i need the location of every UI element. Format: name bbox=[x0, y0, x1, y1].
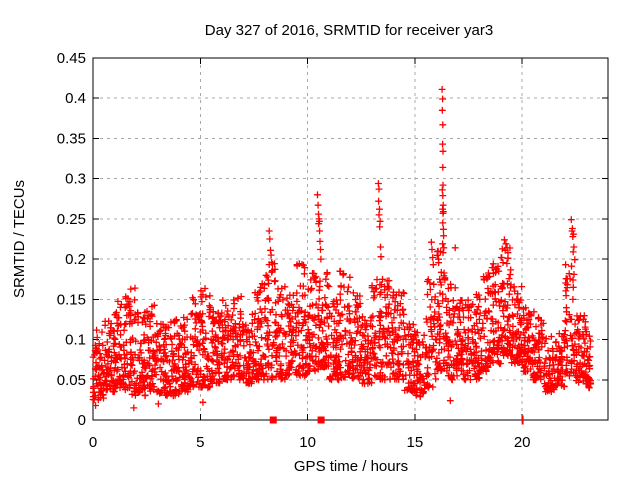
zero-value-tick bbox=[521, 415, 524, 425]
y-tick-label: 0.05 bbox=[57, 372, 86, 389]
y-tick-label: 0.25 bbox=[57, 211, 86, 228]
event-square-marker bbox=[317, 416, 325, 424]
y-axis-label: SRMTID / TECUs bbox=[11, 180, 28, 298]
y-tick-label: 0.15 bbox=[57, 291, 86, 308]
y-tick-label: 0.35 bbox=[57, 130, 86, 147]
x-tick-label: 5 bbox=[196, 434, 204, 451]
y-tick-label: 0.3 bbox=[65, 171, 86, 188]
plot-border bbox=[92, 57, 609, 421]
chart-title: Day 327 of 2016, SRMTID for receiver yar… bbox=[205, 22, 493, 39]
event-square-marker bbox=[269, 416, 277, 424]
x-tick-label: 20 bbox=[514, 434, 531, 451]
y-tick-label: 0 bbox=[78, 412, 86, 429]
x-tick-label: 0 bbox=[89, 434, 97, 451]
y-tick-label: 0.2 bbox=[65, 251, 86, 268]
y-tick-label: 0.45 bbox=[57, 50, 86, 67]
srmtid-plus-markers bbox=[89, 86, 595, 412]
x-axis-label: GPS time / hours bbox=[294, 458, 408, 475]
plot-frame bbox=[92, 57, 609, 421]
data-points bbox=[89, 86, 595, 425]
y-tick-label: 0.4 bbox=[65, 90, 86, 107]
y-tick-label: 0.1 bbox=[65, 332, 86, 349]
tick-labels: 0 5 10 15 20 0 0.05 0.1 0.15 0.2 0.25 0.3 0.35 0.4 0.4… bbox=[57, 50, 531, 451]
axis-ticks bbox=[92, 57, 608, 421]
x-tick-label: 10 bbox=[299, 434, 316, 451]
x-tick-label: 15 bbox=[407, 434, 424, 451]
